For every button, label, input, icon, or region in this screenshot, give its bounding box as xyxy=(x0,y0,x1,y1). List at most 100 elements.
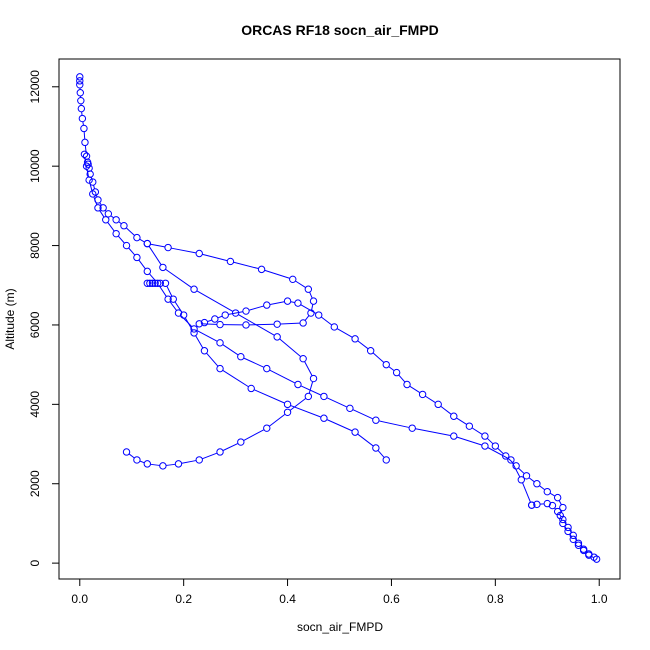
data-point xyxy=(294,380,302,389)
data-point xyxy=(99,204,107,212)
series-line-segment xyxy=(169,301,177,311)
series-line-segment xyxy=(128,453,135,459)
series-line-segment xyxy=(93,196,98,205)
data-point xyxy=(392,368,401,377)
data-point xyxy=(543,499,551,508)
y-tick-label: 0 xyxy=(28,559,42,566)
data-point xyxy=(299,354,307,363)
series-line-segment xyxy=(269,413,286,427)
series-line-segment xyxy=(295,280,306,288)
data-point xyxy=(81,138,89,147)
x-axis: 0.0 0.2 0.4 0.6 0.8 1.0 xyxy=(71,578,608,606)
data-point xyxy=(351,335,359,343)
data-point xyxy=(283,297,292,305)
data-point xyxy=(174,309,183,317)
data-point xyxy=(320,392,328,401)
data-point xyxy=(309,374,318,383)
y-tick-label: 2000 xyxy=(28,470,42,497)
data-point xyxy=(585,551,593,559)
series-line-segment xyxy=(409,385,421,394)
series-line-segment xyxy=(139,238,145,243)
data-point xyxy=(122,241,131,250)
x-tick-label: 1.0 xyxy=(591,592,608,606)
series-line-segment xyxy=(93,185,95,189)
series-2 xyxy=(80,150,536,509)
series-line-segment xyxy=(591,556,594,559)
data-point xyxy=(569,531,577,540)
data-point xyxy=(200,318,209,327)
data-point xyxy=(533,500,541,509)
data-point xyxy=(159,462,167,470)
series-line-segment xyxy=(352,409,373,420)
series-line-segment xyxy=(196,330,218,342)
series-line-segment xyxy=(166,463,176,466)
data-point xyxy=(548,501,557,510)
data-point xyxy=(330,323,339,331)
data-point xyxy=(82,162,91,170)
series-line-segment xyxy=(89,183,93,191)
series-line-segment xyxy=(326,397,348,408)
data-point xyxy=(122,448,131,456)
data-point xyxy=(320,414,328,422)
series-line-segment xyxy=(379,420,410,428)
data-point xyxy=(200,347,209,355)
data-point xyxy=(76,81,84,89)
data-point xyxy=(592,555,601,563)
series-line-segment xyxy=(522,482,531,503)
data-point xyxy=(102,216,110,224)
data-point xyxy=(211,315,219,323)
data-point xyxy=(533,480,541,488)
data-point xyxy=(221,311,229,319)
series-line-segment xyxy=(512,462,521,477)
data-point xyxy=(156,279,164,287)
data-point xyxy=(273,333,281,341)
data-point xyxy=(133,456,141,464)
data-point xyxy=(80,150,89,158)
series-line-segment xyxy=(415,428,451,436)
x-tick-label: 0.4 xyxy=(279,592,296,606)
data-point xyxy=(491,442,500,450)
data-point xyxy=(553,493,562,502)
data-point xyxy=(104,210,113,218)
data-point xyxy=(556,511,564,520)
series-line-segment xyxy=(181,460,197,464)
series-line-segment xyxy=(357,433,374,447)
data-point xyxy=(80,124,88,133)
series-line-segment xyxy=(99,210,105,218)
data-point xyxy=(153,279,162,287)
series-line-segment xyxy=(171,247,197,254)
series-line-segment xyxy=(289,398,306,411)
data-point xyxy=(559,503,567,512)
data-point xyxy=(216,320,224,329)
series-line-segment xyxy=(165,268,192,288)
series-line-segment xyxy=(222,344,239,356)
data-point xyxy=(112,229,120,238)
series-line-segment xyxy=(243,357,264,368)
series-line-segment xyxy=(139,460,145,464)
data-point xyxy=(273,320,281,328)
data-point xyxy=(190,285,198,293)
data-point xyxy=(231,309,240,317)
series-line-segment xyxy=(440,406,452,415)
data-point xyxy=(112,216,120,224)
series-line-segment xyxy=(110,215,114,219)
series-line-segment xyxy=(249,323,274,326)
series-line-segment xyxy=(202,452,218,460)
series-line-segment xyxy=(264,269,290,279)
series-line-segment xyxy=(280,322,300,325)
data-point xyxy=(164,295,172,303)
x-tick-label: 0.2 xyxy=(175,592,192,606)
series-line-segment xyxy=(126,227,135,236)
series-line-segment xyxy=(528,477,535,483)
data-point xyxy=(351,428,359,436)
data-point xyxy=(89,178,97,186)
data-point xyxy=(195,249,203,258)
data-point xyxy=(143,460,152,468)
data-point xyxy=(553,507,562,516)
data-point xyxy=(133,233,141,242)
series-line-segment xyxy=(321,316,332,326)
series-line-segment xyxy=(82,121,84,126)
data-point xyxy=(564,527,572,536)
data-point xyxy=(434,400,442,409)
data-point xyxy=(257,265,266,274)
